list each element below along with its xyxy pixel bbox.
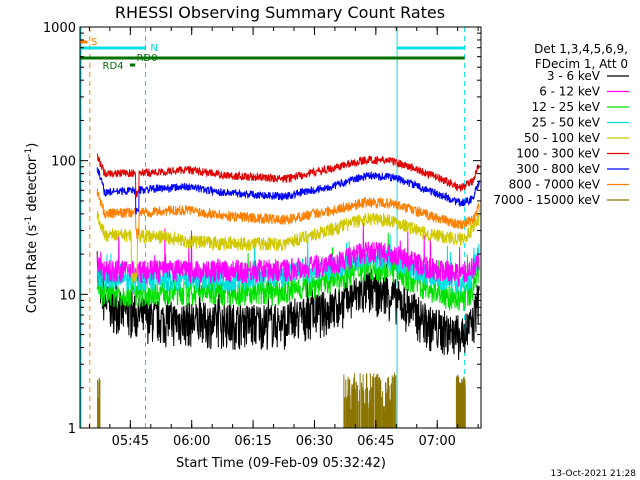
- series-line-4: [96, 210, 480, 284]
- y-tick-label: 10: [59, 288, 76, 303]
- y-axis: 1 10 100 1000: [43, 21, 481, 437]
- legend-label: 3 - 6 keV: [547, 69, 601, 83]
- flag-label: RD0: [136, 53, 157, 64]
- chart-title: RHESSI Observing Summary Count Rates: [115, 3, 445, 22]
- legend-label: 7000 - 15000 keV: [493, 193, 600, 207]
- x-tick-label: 05:45: [112, 434, 149, 449]
- x-tick-label: 06:00: [173, 434, 210, 449]
- plot-frame: [79, 26, 482, 429]
- x-tick-label: 06:30: [296, 434, 333, 449]
- series-line-6: [96, 167, 480, 215]
- x-tick-label: 07:00: [418, 434, 455, 449]
- x-axis: 05:45 06:00 06:15 06:30 06:45 07:00: [88, 27, 479, 449]
- legend-label: 300 - 800 keV: [516, 162, 600, 176]
- x-axis-label: Start Time (09-Feb-09 05:32:42): [176, 456, 386, 471]
- flag-label: RD4: [103, 61, 124, 72]
- x-tick-label: 06:45: [357, 434, 394, 449]
- y-tick-label: 100: [51, 155, 76, 170]
- legend-header-line-1: Det 1,3,4,5,6,9,: [534, 42, 628, 56]
- flag-label: N: [150, 43, 157, 54]
- legend-label: 100 - 300 keV: [516, 147, 600, 161]
- y-axis-label: Count Rate (s-1 detector-1): [24, 143, 40, 314]
- x-tick-label: 06:15: [234, 434, 271, 449]
- legend-label: 50 - 100 keV: [524, 131, 601, 145]
- legend-label: 25 - 50 keV: [532, 116, 601, 130]
- y-tick-label: 1000: [43, 21, 76, 36]
- series-line-8: [97, 372, 466, 428]
- timestamp: 13-Oct-2021 21:28: [551, 469, 637, 479]
- legend-label: 800 - 7000 keV: [509, 178, 601, 192]
- legend-label: 6 - 12 keV: [539, 85, 601, 99]
- legend: Det 1,3,4,5,6,9, FDecim 1, Att 0 3 - 6 k…: [493, 42, 629, 207]
- series-line-2: [96, 232, 480, 312]
- series-line-1: [96, 222, 480, 287]
- legend-label: 12 - 25 keV: [532, 100, 601, 114]
- series-line-7: [96, 188, 480, 241]
- series-line-0: [96, 251, 480, 360]
- legend-header-line-2: FDecim 1, Att 0: [535, 57, 628, 71]
- flag-label: S: [91, 37, 97, 48]
- y-tick-label: 1: [68, 422, 76, 437]
- series-line-5: [97, 153, 480, 199]
